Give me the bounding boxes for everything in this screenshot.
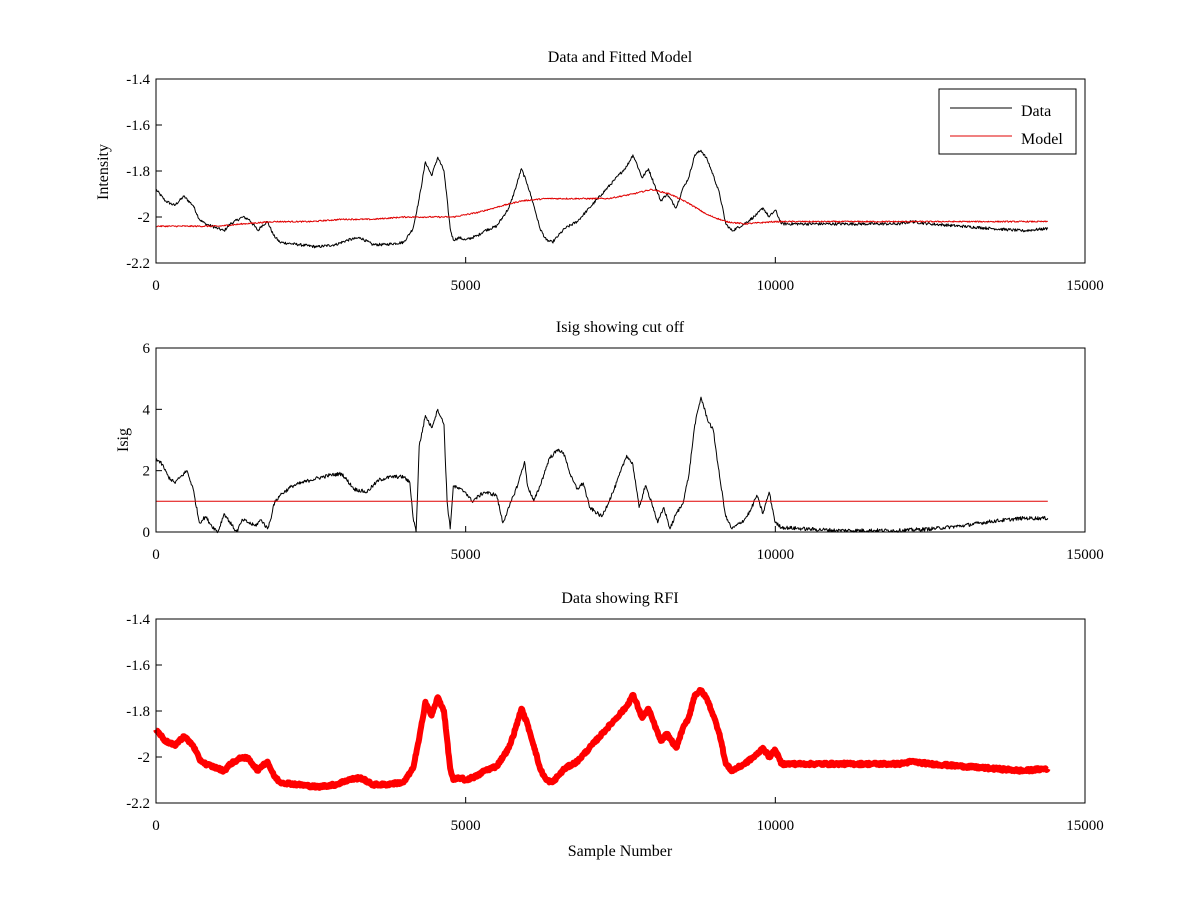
panel-1-series (155, 149, 1049, 249)
series-line-isig (155, 396, 1049, 534)
panel-3-series (153, 687, 1051, 791)
panel-1-title: Data and Fitted Model (548, 49, 693, 66)
legend-label-model: Model (1021, 131, 1063, 148)
y-tick-label: -1.8 (126, 164, 150, 180)
y-tick-label: -2 (138, 210, 151, 226)
panel-2-ylabel: Isig (115, 428, 132, 452)
series-line-model (155, 188, 1049, 228)
series-line-rfi (153, 687, 1051, 791)
y-tick-label: -1.8 (126, 704, 150, 720)
x-tick-label: 15000 (1066, 818, 1104, 834)
y-tick-label: 0 (143, 525, 151, 541)
legend: Data Model (938, 88, 1077, 155)
panel-2-x-ticks: 0 5000 10000 15000 (152, 526, 1104, 563)
panel-3-y-ticks: -1.4 -1.6 -1.8 -2 -2.2 (126, 612, 162, 812)
panel-1-x-ticks: 0 5000 10000 15000 (152, 257, 1104, 294)
x-tick-label: 5000 (451, 278, 481, 294)
x-tick-label: 10000 (757, 547, 795, 563)
x-tick-label: 10000 (757, 818, 795, 834)
y-tick-label: 6 (143, 341, 151, 357)
y-tick-label: 4 (143, 402, 151, 418)
panel-3-xlabel: Sample Number (568, 843, 673, 860)
panel-3-x-ticks: 0 5000 10000 15000 (152, 797, 1104, 834)
legend-box (938, 88, 1077, 155)
panel-data-and-fitted-model: Data and Fitted Model Intensity 0 5000 1… (95, 49, 1104, 294)
x-tick-label: 5000 (451, 547, 481, 563)
panel-3-title: Data showing RFI (561, 590, 678, 607)
y-tick-label: 2 (143, 464, 151, 480)
x-tick-label: 0 (152, 818, 160, 834)
panel-2-series (155, 396, 1049, 534)
x-tick-label: 5000 (451, 818, 481, 834)
panel-2-frame (155, 347, 1086, 533)
panel-isig-showing-cut-off: Isig showing cut off Isig 0 5000 10000 1… (115, 319, 1104, 563)
panel-2-y-ticks: 0 2 4 6 (143, 341, 162, 541)
y-tick-label: -2.2 (126, 796, 150, 812)
x-tick-label: 15000 (1066, 278, 1104, 294)
x-tick-label: 0 (152, 278, 160, 294)
y-tick-label: -1.6 (126, 658, 150, 674)
x-tick-label: 10000 (757, 278, 795, 294)
panel-1-ylabel: Intensity (95, 144, 112, 200)
panel-1-y-ticks: -1.4 -1.6 -1.8 -2 -2.2 (126, 72, 162, 272)
y-tick-label: -1.6 (126, 118, 150, 134)
y-tick-label: -2.2 (126, 256, 150, 272)
series-line-data (155, 149, 1049, 249)
y-tick-label: -2 (138, 750, 151, 766)
x-tick-label: 0 (152, 547, 160, 563)
panel-data-showing-rfi: Data showing RFI 0 5000 10000 15000 -1.4… (126, 590, 1104, 860)
panel-2-title: Isig showing cut off (556, 319, 685, 336)
x-tick-label: 15000 (1066, 547, 1104, 563)
y-tick-label: -1.4 (126, 612, 150, 628)
legend-label-data: Data (1021, 103, 1051, 120)
y-tick-label: -1.4 (126, 72, 150, 88)
